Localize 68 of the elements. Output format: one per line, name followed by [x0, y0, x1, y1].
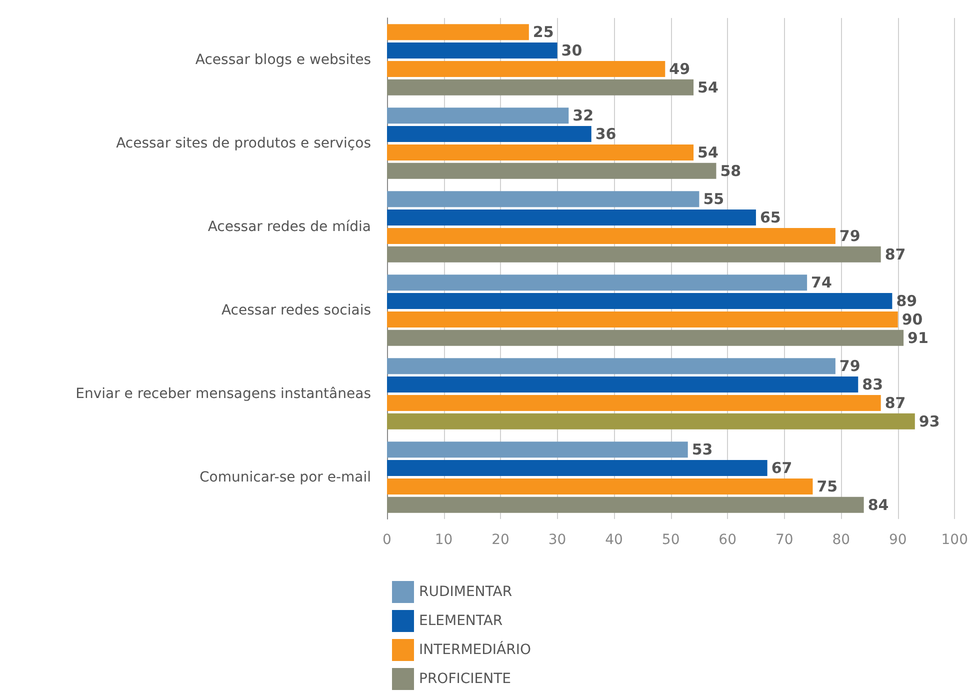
data-label: 89 — [896, 292, 918, 310]
data-label: 54 — [698, 78, 718, 96]
data-label: 54 — [698, 143, 718, 162]
bar — [387, 126, 592, 142]
bar — [387, 460, 768, 476]
bar — [387, 42, 558, 59]
x-tick-label: 30 — [548, 532, 566, 548]
bar — [387, 144, 694, 160]
bar — [387, 60, 666, 77]
x-tick-label: 20 — [492, 532, 510, 548]
bar — [387, 394, 881, 411]
bar — [387, 191, 700, 208]
x-tick-label: 70 — [775, 532, 794, 548]
data-label: 30 — [561, 42, 582, 60]
bar — [387, 413, 915, 430]
data-label: 55 — [703, 190, 724, 208]
bar — [387, 376, 858, 393]
data-label: 83 — [862, 376, 884, 394]
data-label: 90 — [902, 310, 923, 328]
x-tick-label: 100 — [941, 532, 968, 548]
data-label: 87 — [884, 245, 906, 264]
bar — [387, 293, 892, 310]
bar — [387, 210, 756, 226]
x-tick-label: 90 — [888, 532, 907, 548]
data-label: 93 — [918, 412, 940, 430]
data-label: 58 — [720, 162, 742, 180]
legend-label: ELEMENTAR — [419, 613, 503, 629]
y-tick-label: Acessar redes sociais — [221, 302, 371, 318]
data-label: 67 — [771, 459, 792, 478]
x-tick-label: 50 — [662, 532, 680, 548]
y-tick-label: Acessar blogs e websites — [195, 52, 371, 68]
data-label: 74 — [811, 274, 832, 292]
bar — [387, 496, 864, 513]
bar — [387, 311, 898, 328]
bar — [387, 478, 813, 494]
bar — [387, 79, 694, 96]
x-tick-label: 60 — [718, 532, 736, 548]
data-label: 49 — [669, 60, 690, 78]
legend-label: RUDIMENTAR — [419, 584, 512, 600]
bar — [387, 274, 808, 291]
data-label: 53 — [692, 440, 713, 459]
data-label: 32 — [572, 106, 594, 125]
bar — [387, 228, 836, 244]
bar — [387, 442, 688, 458]
bar — [387, 246, 881, 262]
data-label: 84 — [868, 496, 889, 514]
x-tick-label: 10 — [434, 532, 453, 548]
legend-label: PROFICIENTE — [419, 671, 511, 687]
data-label: 36 — [595, 125, 616, 144]
y-tick-label: Comunicar-se por e-mail — [200, 469, 371, 486]
data-label: 75 — [816, 477, 838, 496]
data-label: 79 — [839, 357, 860, 376]
x-tick-label: 0 — [382, 532, 392, 548]
data-label: 91 — [908, 328, 928, 347]
bar — [387, 108, 569, 124]
y-tick-label: Acessar sites de produtos e serviços — [116, 135, 371, 152]
x-tick-label: 40 — [605, 532, 623, 548]
legend-label: INTERMEDIÁRIO — [419, 641, 532, 658]
bar — [387, 358, 836, 374]
y-tick-label: Acessar redes de mídia — [208, 218, 371, 235]
y-tick-label: Enviar e receber mensagens instantâneas — [76, 386, 371, 402]
x-tick-label: 80 — [832, 532, 850, 548]
data-label: 79 — [839, 226, 860, 245]
data-label: 65 — [760, 208, 781, 227]
bar — [387, 162, 716, 179]
data-label: 25 — [532, 23, 554, 42]
data-label: 87 — [884, 394, 906, 412]
bar — [387, 330, 904, 346]
